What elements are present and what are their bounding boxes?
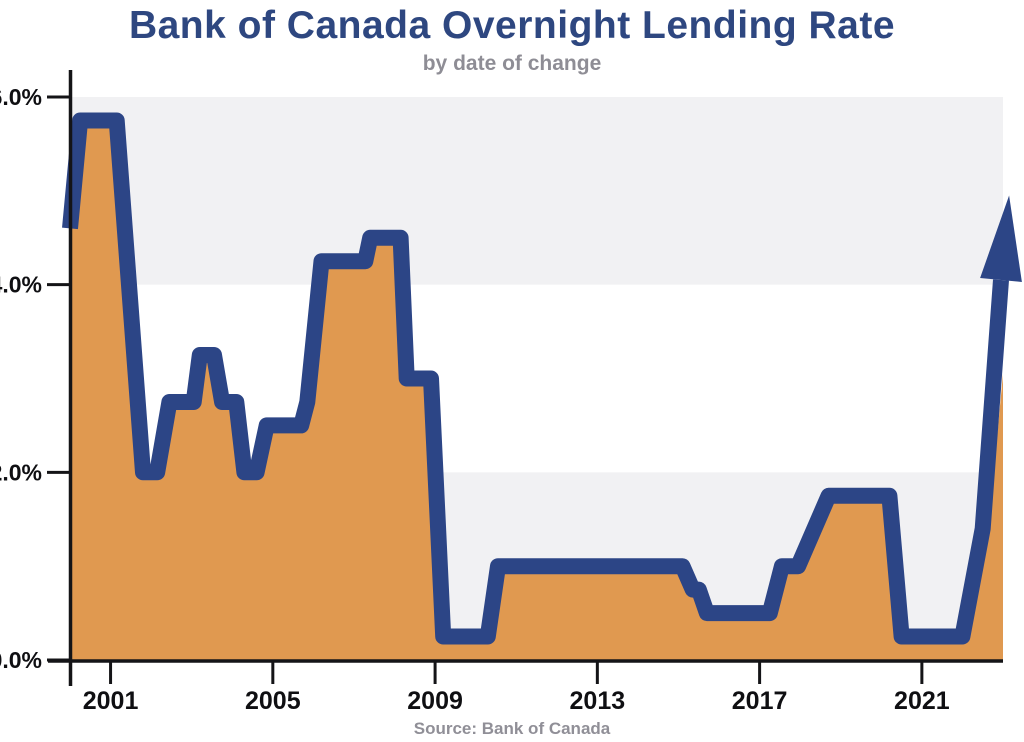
x-tick-label: 2013 <box>570 687 626 715</box>
y-tick-label: 6.0% <box>0 84 42 110</box>
y-tick-label: 4.0% <box>0 272 42 298</box>
x-tick-label: 2021 <box>894 687 950 715</box>
source-note: Source: Bank of Canada <box>413 719 611 738</box>
x-tick-label: 2001 <box>83 687 139 715</box>
chart-subtitle: by date of change <box>422 52 602 75</box>
x-tick-label: 2005 <box>245 687 301 715</box>
x-tick-label: 2017 <box>732 687 788 715</box>
y-tick-label: 0.0% <box>0 647 42 673</box>
chart-title: Bank of Canada Overnight Lending Rate <box>128 4 896 47</box>
rate-area-fill <box>70 120 1003 660</box>
rate-line <box>62 112 1009 645</box>
grid-band <box>70 97 1003 285</box>
y-tick-label: 2.0% <box>0 459 42 485</box>
x-tick-label: 2009 <box>407 687 463 715</box>
trend-arrowhead <box>980 195 1022 282</box>
